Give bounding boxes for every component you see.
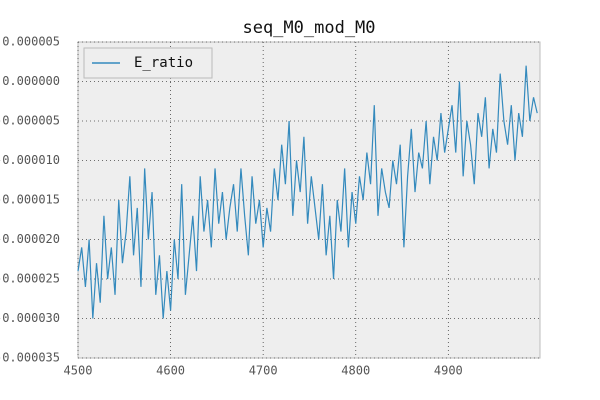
y-tick-label: -0.000030	[0, 311, 60, 325]
y-tick-label: -0.000035	[0, 351, 60, 365]
y-tick-label: -0.000015	[0, 193, 60, 207]
x-tick-label: 4800	[341, 364, 370, 378]
x-tick-label: 4500	[64, 364, 93, 378]
data-line	[77, 65, 538, 319]
y-tick-label: -0.000010	[0, 153, 60, 167]
x-tick-label: 4600	[156, 364, 185, 378]
legend-label: E_ratio	[134, 55, 193, 71]
y-tick-label: -0.000025	[0, 272, 60, 286]
x-tick-label: 4900	[434, 364, 463, 378]
x-tick-label: 4700	[249, 364, 278, 378]
y-tick-label: -0.000020	[0, 232, 60, 246]
y-tick-label: -0.000005	[0, 114, 60, 128]
y-tick-label: 0.000000	[2, 74, 60, 88]
chart-title: seq_M0_mod_M0	[242, 18, 375, 38]
y-tick-label: 0.000005	[2, 35, 60, 49]
